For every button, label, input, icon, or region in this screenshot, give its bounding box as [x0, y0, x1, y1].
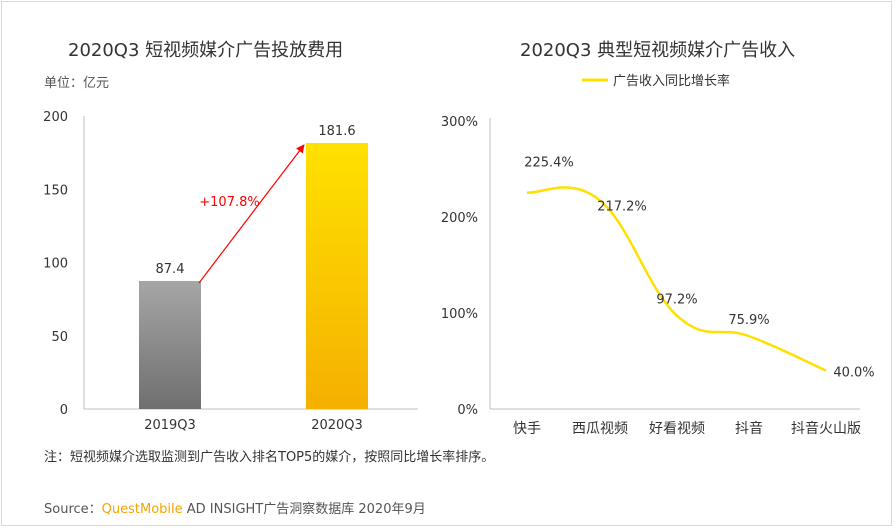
bar-value-label: 181.6 — [318, 124, 355, 139]
growth-arrow — [198, 144, 305, 284]
bar-2019Q3 — [139, 280, 201, 409]
bar-ytick-label: 50 — [51, 330, 68, 345]
bar-chart: 0 50 100 150 200 87.4 2019Q3 181.6 2020Q3 +107.… — [43, 110, 418, 433]
line-ytick-label: 0% — [457, 403, 478, 418]
line-ytick-label: 100% — [441, 307, 478, 322]
line-ytick-label: 300% — [441, 115, 478, 130]
line-value-label: 40.0% — [833, 366, 874, 381]
footnote: 注：短视频媒介选取监测到广告收入排名TOP5的媒介，按照同比增长率排序。 — [44, 450, 495, 465]
source-brand: QuestMobile — [101, 502, 183, 517]
bar-value-label: 87.4 — [156, 262, 185, 277]
source-prefix: Source： — [44, 502, 102, 517]
line-category-label: 好看视频 — [649, 421, 705, 437]
legend-label: 广告收入同比增长率 — [613, 73, 730, 89]
unit-label: 单位：亿元 — [44, 76, 110, 91]
growth-label: +107.8% — [199, 195, 259, 210]
series-line-growth — [526, 186, 827, 372]
bar-category-label: 2020Q3 — [311, 418, 363, 433]
line-category-label: 西瓜视频 — [572, 421, 628, 437]
source-line: Source：QuestMobile AD INSIGHT广告洞察数据库 202… — [44, 498, 426, 517]
bar-ytick-label: 200 — [43, 110, 68, 125]
line-value-label: 97.2% — [656, 293, 697, 308]
line-category-label: 快手 — [513, 421, 541, 437]
line-value-label: 217.2% — [597, 199, 647, 214]
line-ytick-label: 200% — [441, 211, 478, 226]
line-value-label: 75.9% — [728, 313, 769, 328]
line-chart: 广告收入同比增长率 0% 100% 200% 300% 225.4% 快手 217.2% 西… — [441, 73, 875, 437]
bar-2020Q3 — [306, 142, 368, 409]
bar-ytick-label: 0 — [60, 403, 68, 418]
bar-category-label: 2019Q3 — [144, 418, 196, 433]
line-value-label: 225.4% — [524, 156, 574, 171]
bar-ytick-label: 150 — [43, 183, 68, 198]
bar-ytick-label: 100 — [43, 257, 68, 272]
line-category-label: 抖音火山版 — [791, 420, 861, 437]
line-category-label: 抖音 — [735, 420, 763, 437]
source-suffix: AD INSIGHT广告洞察数据库 2020年9月 — [182, 502, 426, 517]
left-chart-title: 2020Q3 短视频媒介广告投放费用 — [68, 40, 344, 61]
right-chart-title: 2020Q3 典型短视频媒介广告收入 — [520, 40, 796, 61]
